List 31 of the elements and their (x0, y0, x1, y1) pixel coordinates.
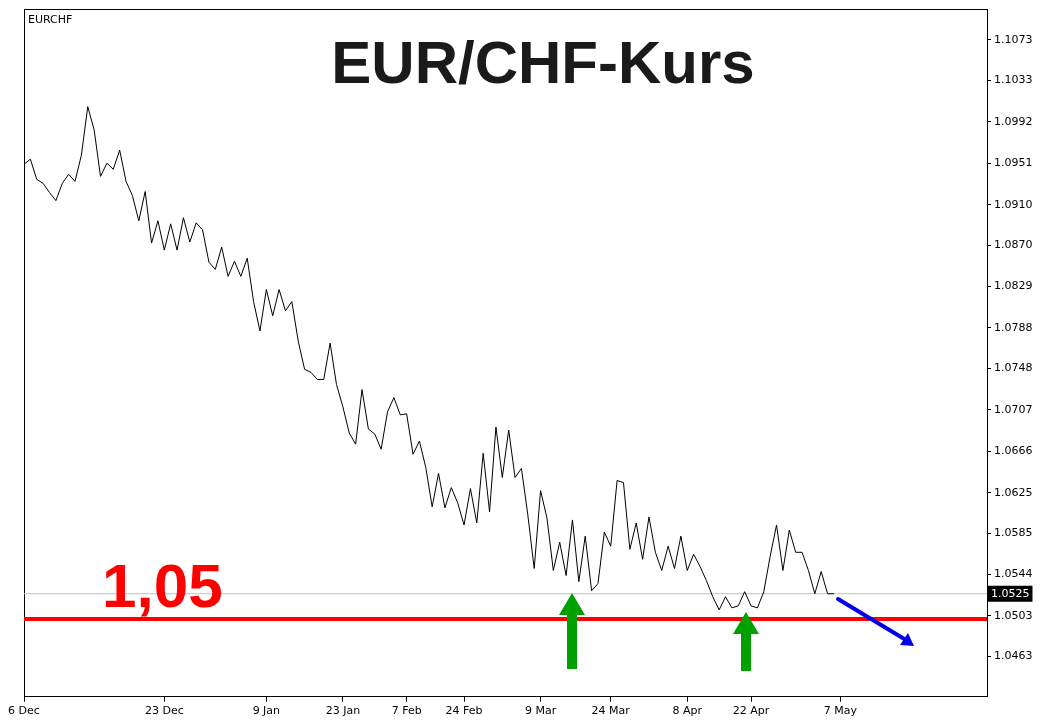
y-tick-label: 1.0748 (994, 361, 1033, 375)
y-tick-label: 1.1073 (994, 32, 1033, 46)
y-tick-label: 1.0870 (994, 237, 1033, 251)
x-tick-label: 7 May (823, 704, 858, 718)
y-tick-label: 1.0707 (994, 402, 1033, 416)
x-tick-label: 9 Mar (524, 704, 557, 718)
x-tick-label: 9 Jan (252, 704, 281, 718)
y-tick-label: 1.1033 (994, 73, 1033, 87)
x-tick-label: 7 Feb (391, 704, 422, 718)
ref-line-label: 1,05 (102, 550, 223, 620)
y-tick-label: 1.0951 (994, 156, 1033, 170)
y-tick-label: 1.0625 (994, 485, 1033, 499)
x-tick-label: 23 Jan (325, 704, 361, 718)
ref-line-label: 1.0525 (991, 586, 1030, 600)
y-tick-label: 1.0992 (994, 114, 1033, 128)
x-tick-label: 22 Apr (732, 704, 770, 718)
x-tick-label: 8 Apr (672, 704, 703, 718)
x-tick-label: 24 Mar (591, 704, 631, 718)
y-tick-label: 1.0585 (994, 525, 1033, 539)
chart-title: EUR/CHF-Kurs (331, 29, 755, 96)
x-tick-label: 23 Dec (144, 704, 184, 718)
y-tick-label: 1.0503 (994, 608, 1033, 622)
x-tick-label: 24 Feb (445, 704, 483, 718)
x-tick-label: 6 Dec (8, 704, 40, 718)
annotation: EURCHF (28, 12, 73, 26)
y-tick-label: 1.0910 (994, 197, 1033, 211)
y-tick-label: 1.0666 (994, 444, 1033, 458)
y-tick-label: 1.0829 (994, 279, 1033, 293)
y-tick-label: 1.0463 (994, 649, 1033, 663)
y-tick-label: 1.0544 (994, 567, 1033, 581)
y-tick-label: 1.0788 (994, 320, 1033, 334)
